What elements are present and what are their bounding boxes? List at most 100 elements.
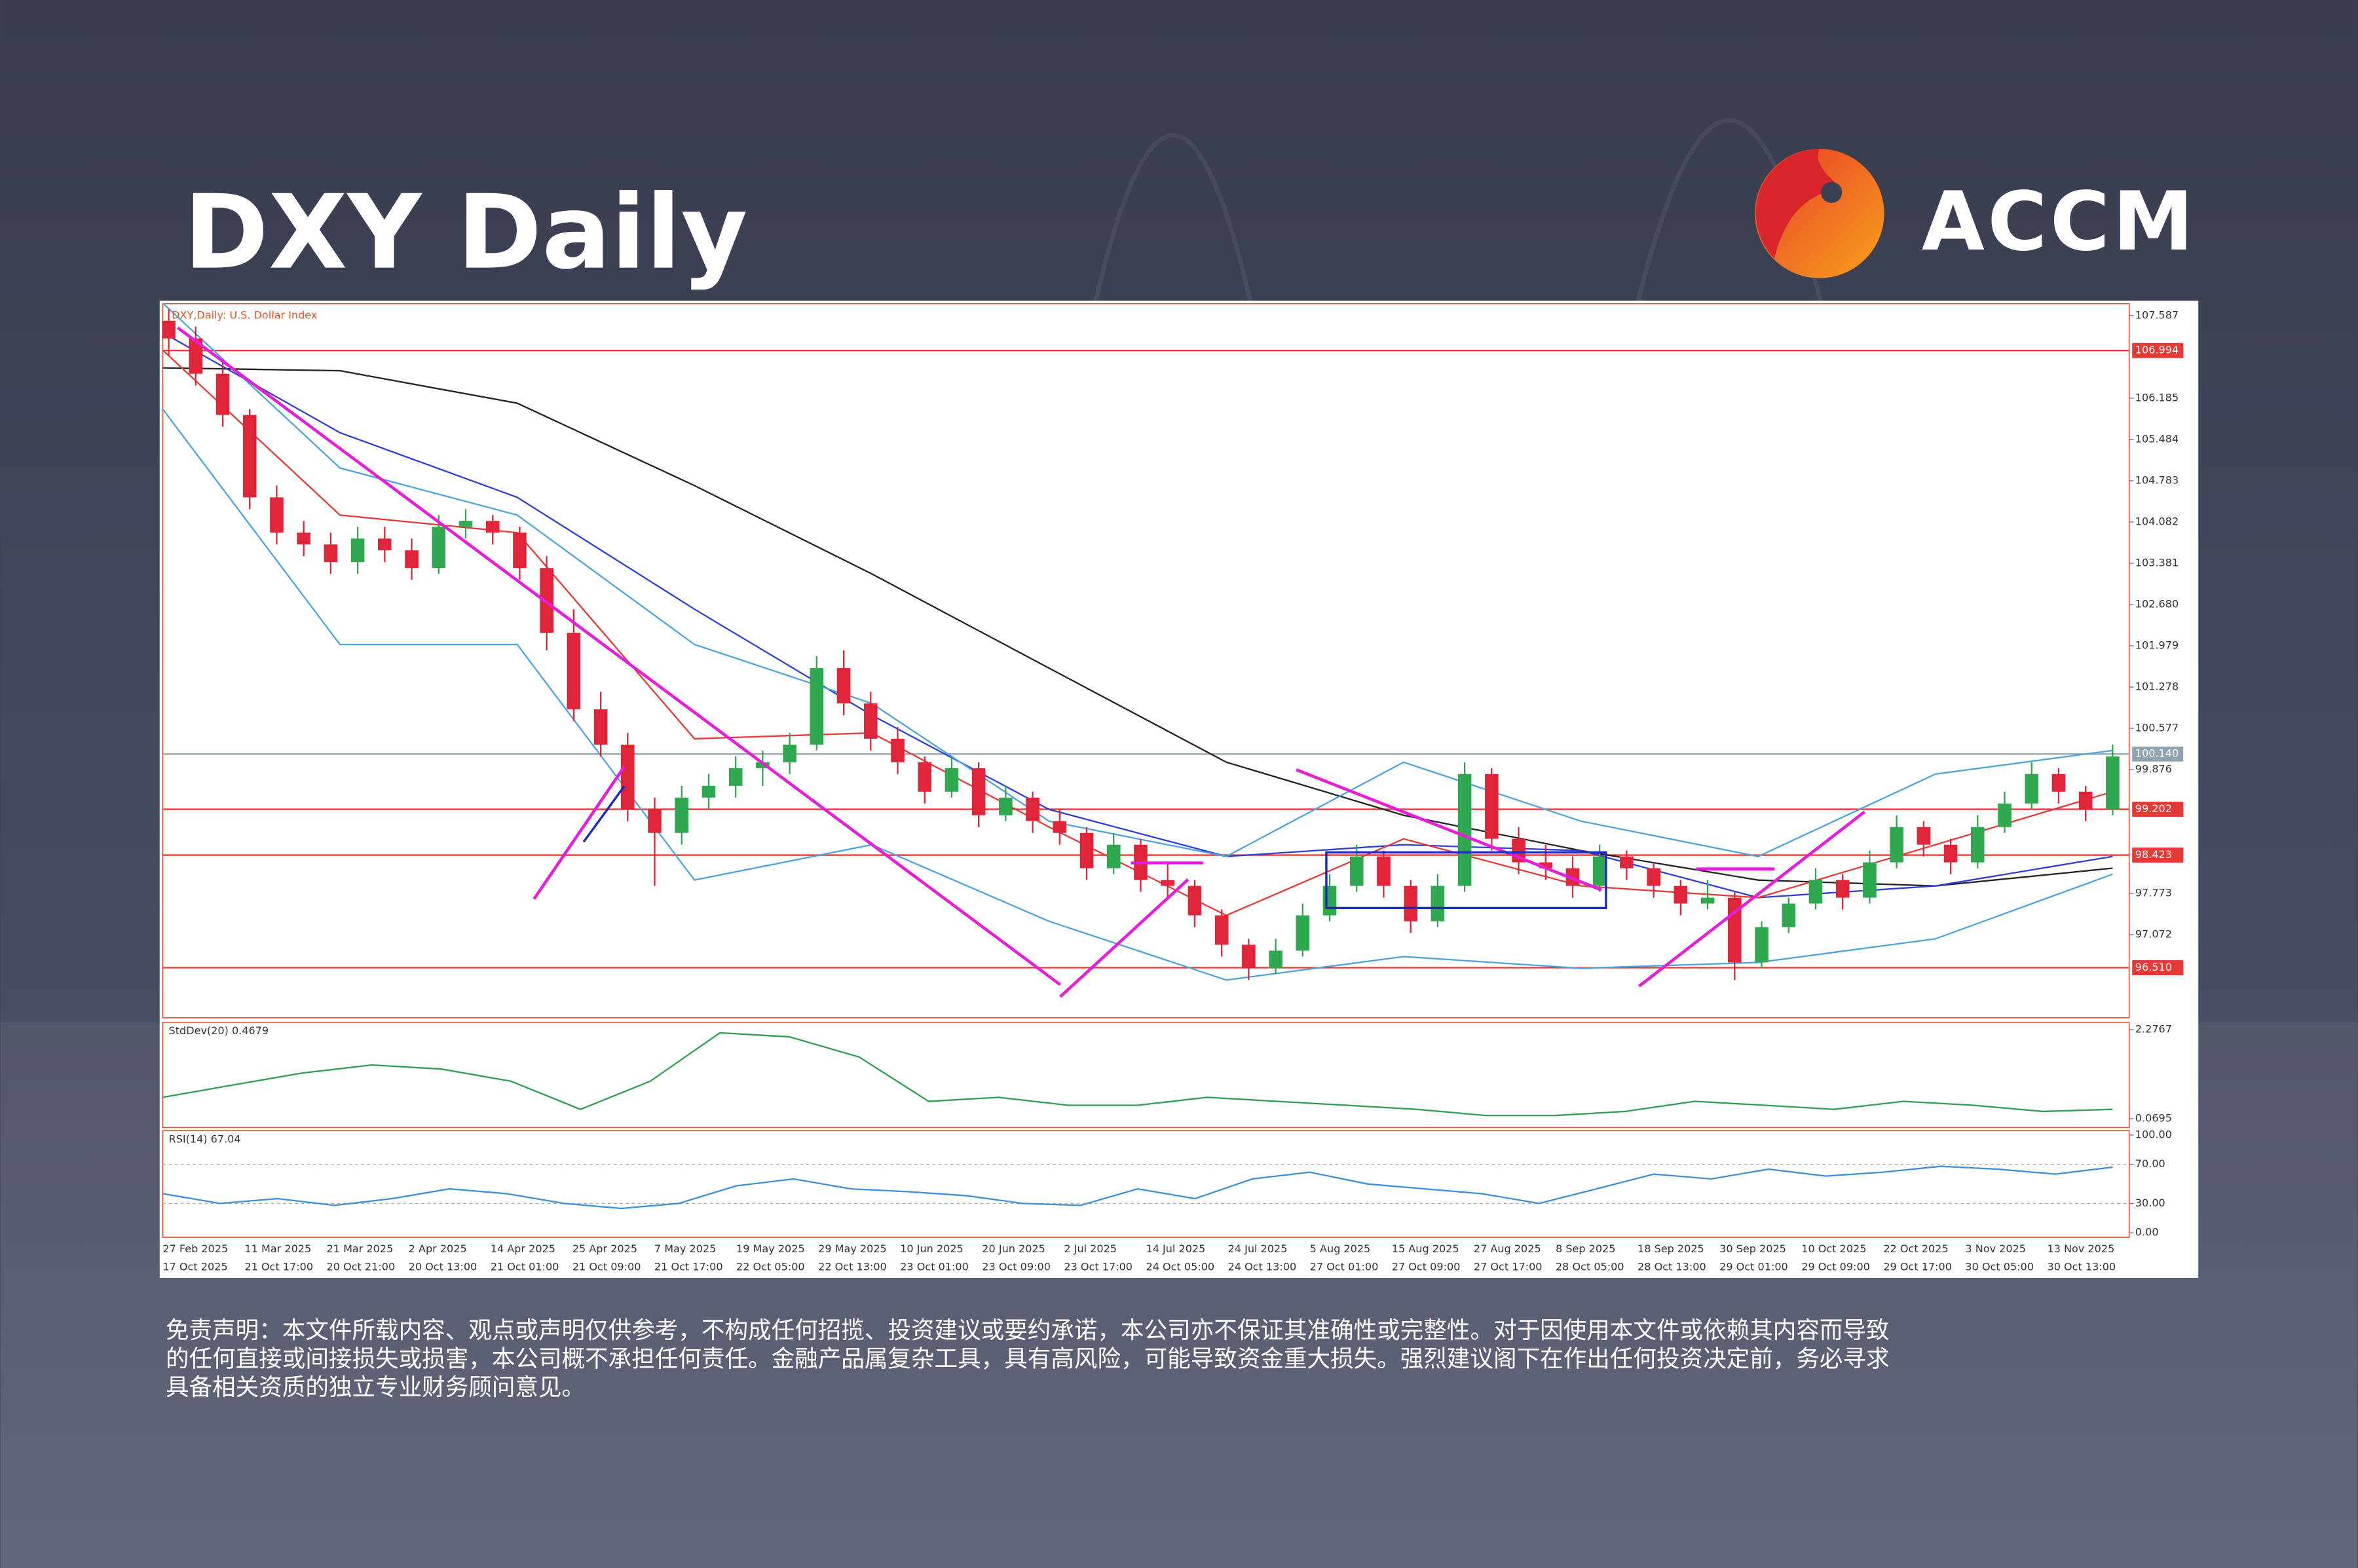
candle-body xyxy=(1890,827,1903,863)
candle-body xyxy=(162,320,176,339)
candle-body xyxy=(810,668,824,745)
y-tick-label: 101.278 xyxy=(2135,680,2179,692)
logo-eye xyxy=(1821,181,1843,203)
indicator-line xyxy=(162,331,2113,899)
x-tick-label: 21 Oct 17:00 xyxy=(244,1260,313,1273)
x-tick-label: 22 Oct 2025 xyxy=(1883,1242,1948,1255)
x-tick-label: 21 Oct 01:00 xyxy=(491,1260,559,1273)
y-tick-label: 102.680 xyxy=(2135,597,2179,610)
panel-frame xyxy=(162,303,2130,1018)
candle-body xyxy=(783,744,796,762)
y-tick-label: 104.082 xyxy=(2135,515,2179,527)
x-tick-label: 15 Aug 2025 xyxy=(1392,1242,1459,1255)
y-tick-label: 106.185 xyxy=(2135,391,2179,403)
candle-body xyxy=(2106,756,2120,810)
candle-body xyxy=(891,738,905,762)
x-tick-label: 10 Jun 2025 xyxy=(900,1242,964,1255)
candle-body xyxy=(1404,886,1417,922)
x-tick-label: 20 Jun 2025 xyxy=(982,1242,1045,1255)
candle-body xyxy=(945,768,959,792)
x-tick-label: 20 Oct 21:00 xyxy=(327,1260,396,1273)
candle-body xyxy=(648,809,662,833)
candle-body xyxy=(1214,915,1229,945)
x-tick-label: 22 Oct 13:00 xyxy=(818,1260,887,1273)
candle-body xyxy=(1026,797,1039,821)
x-tick-label: 25 Apr 2025 xyxy=(572,1242,637,1255)
x-tick-label: 8 Sep 2025 xyxy=(1556,1242,1616,1255)
level-label: 98.423 xyxy=(2135,848,2172,861)
candle-body xyxy=(1539,862,1553,868)
x-tick-label: 3 Nov 2025 xyxy=(1965,1242,2026,1255)
candle-body xyxy=(971,768,986,815)
level-label: 99.202 xyxy=(2135,802,2172,815)
x-tick-label: 14 Jul 2025 xyxy=(1146,1242,1206,1255)
level-label-bg xyxy=(2132,746,2184,762)
indicator-line xyxy=(162,1165,2113,1210)
candle-body xyxy=(1970,827,1985,863)
candle-body xyxy=(1106,844,1121,868)
candle-body xyxy=(1188,886,1202,916)
x-tick-label: 29 Oct 01:00 xyxy=(1719,1260,1788,1273)
candle-body xyxy=(620,744,635,810)
x-tick-label: 21 Oct 09:00 xyxy=(572,1260,641,1273)
trend-line xyxy=(1638,810,1866,988)
candle-body xyxy=(1485,774,1499,839)
candle-body xyxy=(1161,880,1174,886)
candle-body xyxy=(432,527,446,569)
trend-line xyxy=(176,326,1062,986)
x-tick-label: 24 Oct 13:00 xyxy=(1228,1260,1297,1273)
panel-title: StdDev(20) 0.4679 xyxy=(169,1024,269,1037)
candle-body xyxy=(2025,774,2039,804)
y-tick-label: 30.00 xyxy=(2135,1197,2165,1209)
decor-curve xyxy=(1080,133,1265,362)
y-tick-label: 2.2767 xyxy=(2135,1023,2172,1036)
candle-body xyxy=(1835,880,1850,898)
x-tick-label: 27 Oct 17:00 xyxy=(1474,1260,1543,1273)
candle-body xyxy=(540,568,553,633)
chart-title: DXY,Daily: U.S. Dollar Index xyxy=(172,309,317,322)
disclaimer: 免责声明：本文件所载内容、观点或声明仅供参考，不构成任何招揽、投资建议或要约承诺… xyxy=(166,1317,1890,1401)
x-tick-label: 29 Oct 17:00 xyxy=(1883,1260,1952,1273)
y-tick-label: 0.0695 xyxy=(2135,1111,2172,1124)
x-tick-label: 18 Sep 2025 xyxy=(1638,1242,1704,1255)
y-tick-label: 97.072 xyxy=(2135,928,2172,941)
candle-body xyxy=(378,538,392,551)
x-tick-label: 20 Oct 13:00 xyxy=(409,1260,477,1273)
x-tick-label: 27 Feb 2025 xyxy=(162,1242,228,1255)
channel-line xyxy=(582,785,626,843)
candle-body xyxy=(485,521,500,533)
candle-body xyxy=(270,497,284,533)
x-tick-label: 5 Aug 2025 xyxy=(1310,1242,1371,1255)
disclaimer-line: 的任何直接或间接损失或损害，本公司概不承担任何责任。金融产品属复杂工具，具有高风… xyxy=(166,1345,1890,1372)
candle-body xyxy=(1377,856,1391,886)
candle-body xyxy=(728,768,743,786)
indicator-line xyxy=(162,408,2113,981)
candle-body xyxy=(1431,886,1445,922)
disclaimer-line: 免责声明：本文件所载内容、观点或声明仅供参考，不构成任何招揽、投资建议或要约承诺… xyxy=(166,1317,1890,1344)
page-title: DXY Daily xyxy=(184,173,748,292)
trend-line xyxy=(533,766,626,900)
disclaimer-line: 具备相关资质的独立专业财务顾问意见。 xyxy=(166,1374,585,1401)
panel-frame xyxy=(162,1022,2130,1129)
candle-body xyxy=(836,668,851,703)
candle-body xyxy=(1053,821,1067,833)
y-tick-label: 100.00 xyxy=(2135,1128,2172,1140)
x-tick-label: 14 Apr 2025 xyxy=(491,1242,555,1255)
trend-lines xyxy=(176,326,1866,998)
indicator-line xyxy=(162,367,2113,887)
level-label-bg xyxy=(2132,343,2184,358)
candle-body xyxy=(1457,774,1472,886)
trend-line xyxy=(1059,878,1189,998)
candle-body xyxy=(1322,886,1337,916)
y-tick-label: 101.979 xyxy=(2135,639,2179,651)
y-tick-label: 0.00 xyxy=(2135,1226,2159,1239)
level-label-bg xyxy=(2132,960,2184,975)
candle-body xyxy=(1755,927,1768,963)
candle-body xyxy=(189,338,203,374)
candle-body xyxy=(1943,844,1958,863)
candle-body xyxy=(1863,862,1877,898)
x-tick-label: 7 May 2025 xyxy=(654,1242,716,1255)
candle-body xyxy=(863,703,878,739)
x-tick-label: 29 May 2025 xyxy=(818,1242,887,1255)
level-label: 106.994 xyxy=(2135,344,2179,356)
